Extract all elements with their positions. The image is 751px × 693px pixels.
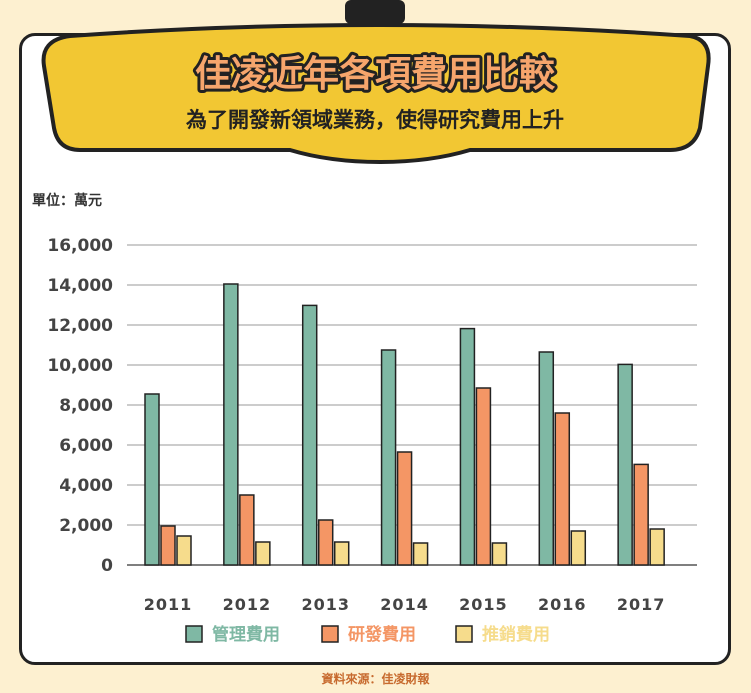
bar-研發費用-2012 [239,494,255,566]
x-axis-ticks: 2011 2012 2013 2014 2015 2016 2017 [144,595,666,614]
y-axis-ticks: 0 2,000 4,000 6,000 8,000 10,000 12,000 14,000 1… [47,236,113,576]
bar-管理費用-2014 [380,349,397,566]
bar-管理費用-2016 [538,351,555,566]
y-tick-label: 0 [101,556,113,576]
x-tick-label: 2016 [538,595,587,614]
legend: 管理費用 研發費用 推銷費用 [185,624,550,645]
x-tick-label: 2011 [144,595,193,614]
legend-swatch [321,625,339,643]
unit-label: 單位：萬元 [32,192,102,209]
bar-研發費用-2017 [633,463,649,566]
legend-label: 推銷費用 [482,624,550,645]
x-tick-label: 2015 [459,595,508,614]
y-tick-label: 8,000 [59,396,113,416]
title-banner [41,23,711,165]
source-note: 資料來源：佳凌財報 [321,672,430,686]
y-tick-label: 12,000 [47,316,113,336]
chart-title: 佳凌近年各項費用比較 [195,54,556,95]
bar-推銷費用-2012 [255,541,271,566]
x-tick-label: 2014 [380,595,429,614]
bar-研發費用-2016 [554,412,571,566]
bar-管理費用-2011 [144,393,160,566]
bar-研發費用-2014 [396,451,413,566]
legend-swatch [185,625,203,643]
bar-推銷費用-2017 [649,528,665,566]
bars [144,283,665,566]
bar-管理費用-2012 [223,283,239,566]
bar-推銷費用-2013 [333,541,350,566]
bar-研發費用-2015 [475,387,492,566]
x-tick-label: 2017 [617,595,666,614]
y-tick-label: 14,000 [47,276,113,296]
legend-swatch [455,625,473,643]
bar-推銷費用-2016 [570,530,587,566]
bar-推銷費用-2011 [176,535,192,566]
mirror-stem [345,0,405,24]
legend-label: 研發費用 [348,624,416,645]
bar-推銷費用-2015 [491,542,508,566]
x-tick-label: 2012 [223,595,272,614]
bar-管理費用-2017 [617,363,633,566]
y-tick-label: 2,000 [59,516,113,536]
y-tick-label: 6,000 [59,436,113,456]
y-tick-label: 4,000 [59,476,113,496]
x-tick-label: 2013 [301,595,350,614]
chart-subtitle: 為了開發新領域業務，使得研究費用上升 [186,108,564,132]
y-tick-label: 16,000 [47,236,113,256]
bar-管理費用-2015 [459,327,476,566]
y-tick-label: 10,000 [47,356,113,376]
legend-label: 管理費用 [212,624,280,645]
bar-推銷費用-2014 [412,542,429,566]
bar-管理費用-2013 [301,304,318,566]
bar-研發費用-2011 [160,525,176,566]
bar-研發費用-2013 [317,519,334,566]
